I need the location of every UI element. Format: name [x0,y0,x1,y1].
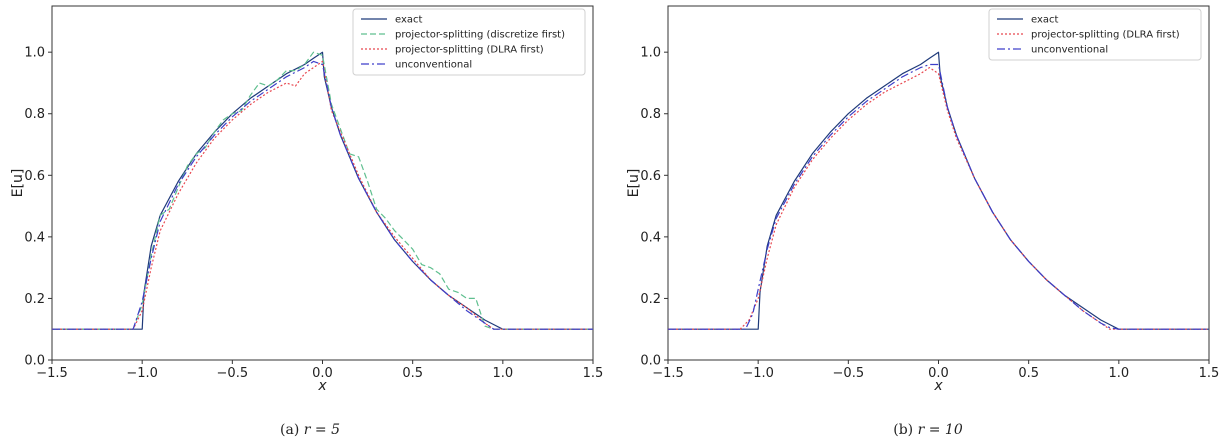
y-tick-label: 0.6 [24,169,45,184]
y-tick-label: 0.2 [24,292,45,307]
y-tick-label: 0.0 [640,354,661,369]
x-tick-label: 0.5 [1018,366,1039,381]
y-tick-label: 0.2 [640,292,661,307]
series-line-exact [52,51,593,330]
y-tick-label: 0.8 [24,107,45,122]
legend-entry: unconventional [395,60,472,71]
figure-caption: (a) r = 5 [280,422,340,438]
series-line-projector-splitting-discretize-first [52,51,593,330]
series-line-projector-splitting-dlra-first [668,66,1209,330]
legend: exact projector-splitting (discretize fir… [352,8,586,76]
x-tick-label: −1.0 [742,366,774,381]
y-tick-label: 0.8 [640,107,661,122]
y-tick-label: 0.6 [640,169,661,184]
figure-caption: (b) r = 10 [893,422,963,438]
legend: exact projector-splitting (DLRA first) unc… [988,8,1202,61]
legend-entry: projector-splitting (DLRA first) [1031,30,1180,41]
x-tick-label: 1.0 [492,366,513,381]
legend-entry: unconventional [1031,45,1108,56]
x-tick-label: −0.5 [833,366,865,381]
legend-entry: projector-splitting (discretize first) [395,30,565,41]
chart-panel-b: −1.5 −1.0 −0.5 0.0 0.5 1.0 1.5 0.0 0.2 0.4 0.6 0.8 1… [626,5,1220,438]
y-tick-label: 1.0 [640,46,661,61]
x-tick-label: −1.5 [36,366,68,381]
x-tick-label: 0.0 [928,366,949,381]
x-tick-label: −0.5 [217,366,249,381]
caption-math: r = 5 [304,422,340,438]
legend-entry: exact [1031,15,1059,26]
x-tick-label: 0.0 [312,366,333,381]
y-axis-label: E[u] [626,169,642,198]
series-line-unconventional [52,60,593,330]
x-tick-label: 1.5 [1199,366,1220,381]
series-line-projector-splitting-dlra-first [52,60,593,330]
y-tick-label: 0.4 [24,230,45,245]
y-tick-label: 0.0 [24,354,45,369]
x-tick-label: −1.0 [126,366,158,381]
x-axis-label: x [317,378,327,394]
y-axis-label: E[u] [10,169,26,198]
x-axis-label: x [933,378,943,394]
x-tick-label: 1.0 [1108,366,1129,381]
caption-prefix: (a) [280,422,304,438]
y-tick-label: 1.0 [24,46,45,61]
legend-box [352,8,586,76]
series-line-exact [668,51,1209,330]
legend-entry: projector-splitting (DLRA first) [395,45,544,56]
caption-math: r = 10 [918,422,963,438]
x-tick-label: −1.5 [652,366,684,381]
chart-panel-a: −1.5 −1.0 −0.5 0.0 0.5 1.0 1.5 0.0 0.2 0.4 0.6 0.8 1… [10,5,604,438]
x-tick-label: 1.5 [583,366,604,381]
y-tick-label: 0.4 [640,230,661,245]
legend-entry: exact [395,15,423,26]
series-line-unconventional [668,63,1209,330]
legend-box [988,8,1202,61]
caption-prefix: (b) [893,422,917,438]
x-tick-label: 0.5 [402,366,423,381]
